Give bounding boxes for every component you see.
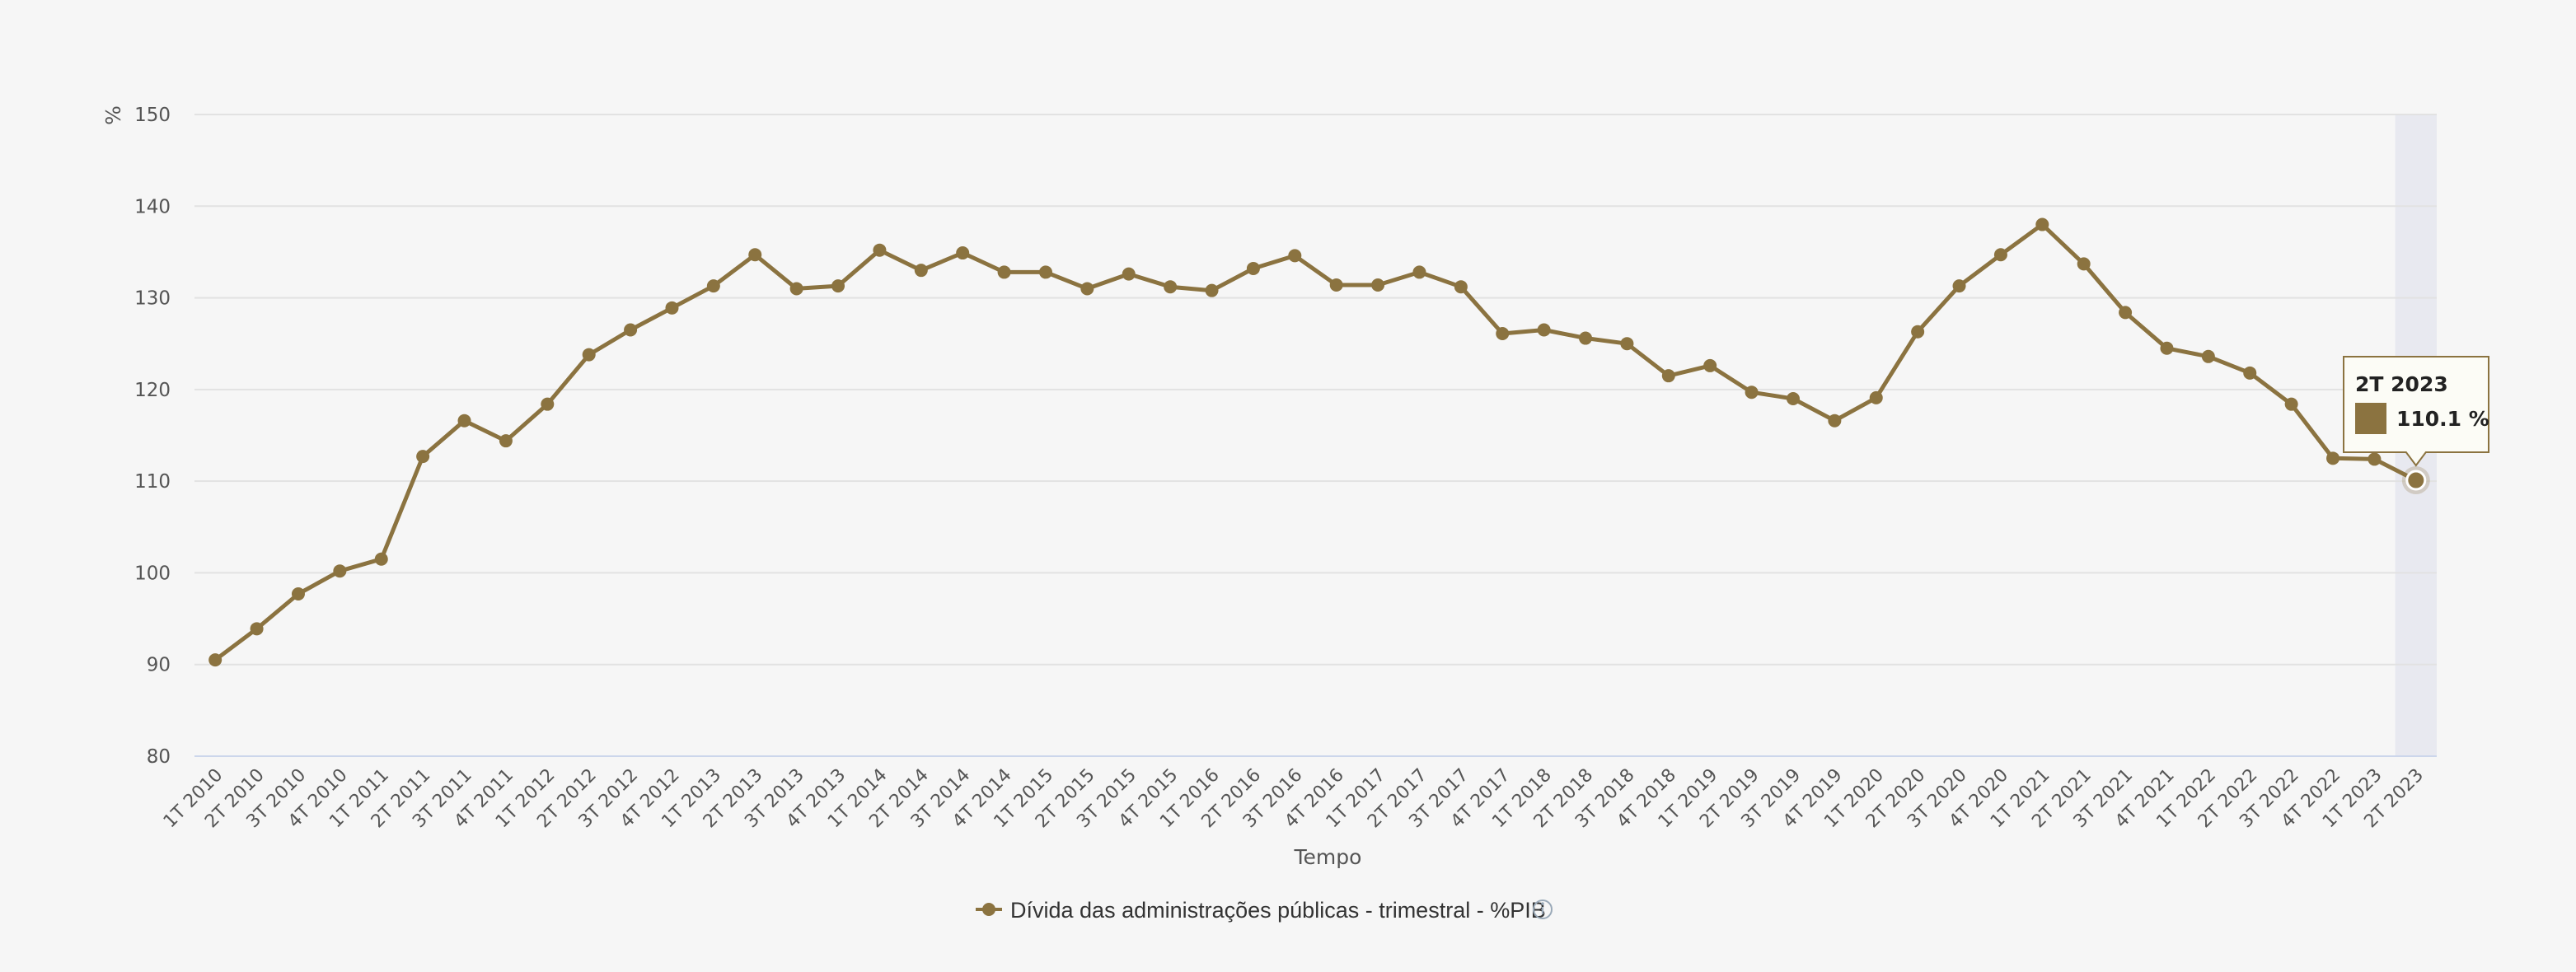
y-tick-label: 80 [147,746,171,768]
data-point [1122,267,1136,281]
data-point [1661,369,1675,383]
legend-item[interactable]: Dívida das administrações públicas - tri… [976,898,1553,923]
data-point [2035,217,2049,231]
data-point [291,587,305,601]
tooltip: 2T 2023 110.1 % [2343,356,2489,467]
data-point [1080,282,1094,296]
data-point [873,243,887,257]
data-point [1329,278,1343,292]
data-point [250,622,264,636]
data-point [208,653,222,667]
data-point [1537,323,1551,337]
info-icon-dot [1541,902,1544,905]
data-point [665,301,679,315]
data-point [374,552,388,566]
data-point [2368,452,2382,466]
grid-lines [194,114,2437,666]
y-axis-ticks: 80 90 100 110 120 130 140 150 [134,105,171,768]
data-point [416,450,430,464]
data-point [1412,265,1426,279]
data-point [956,246,970,260]
data-point [457,414,471,428]
series-points [208,217,2430,667]
y-tick-label: 130 [134,288,171,310]
data-point [2077,257,2091,271]
data-point [624,323,638,337]
data-point [1703,358,1717,372]
data-point [2201,349,2215,363]
data-point [2284,397,2298,411]
data-point [1786,391,1800,405]
data-point [2160,341,2174,355]
legend-marker [982,903,995,916]
data-point [1205,283,1219,297]
data-point [1828,414,1842,428]
data-point [1454,280,1468,294]
y-tick-label: 110 [134,471,171,493]
data-point [541,397,555,411]
data-point [1164,280,1178,294]
data-point [706,279,720,293]
tooltip-swatch [2355,403,2386,434]
tooltip-title: 2T 2023 [2355,372,2448,396]
data-point [582,348,596,362]
legend-label[interactable]: Dívida das administrações públicas - tri… [1010,898,1546,923]
x-axis-title: Tempo [1294,845,1362,869]
info-icon[interactable] [1533,900,1553,919]
tooltip-box [2343,356,2489,467]
data-point [1952,279,1966,293]
data-point [1869,390,1883,404]
data-point [748,248,762,262]
data-point [1620,337,1634,351]
y-tick-label: 100 [134,563,171,584]
data-point [1745,386,1759,400]
data-point [914,264,928,278]
y-tick-label: 90 [147,655,171,676]
tooltip-value: 110.1 % [2396,407,2489,431]
data-point [2119,306,2133,320]
data-point [789,282,803,296]
y-tick-label: 120 [134,380,171,401]
data-point [1579,331,1593,345]
data-point [1288,249,1302,263]
data-point [1038,265,1052,279]
data-point [1993,248,2007,262]
y-axis-title: % [101,105,125,125]
y-tick-label: 140 [134,196,171,217]
data-point [997,265,1011,279]
data-point [1246,261,1260,275]
data-point [2326,451,2340,465]
data-point [499,434,513,448]
data-point-hovered [2405,470,2427,491]
info-icon-circle [1533,900,1553,919]
data-point [1496,326,1510,340]
data-point [831,279,845,293]
data-point [333,564,347,578]
data-point [1371,278,1385,292]
data-point [2243,366,2257,380]
data-point [1911,325,1925,339]
series-line [213,222,2419,662]
y-tick-label: 150 [134,105,171,126]
